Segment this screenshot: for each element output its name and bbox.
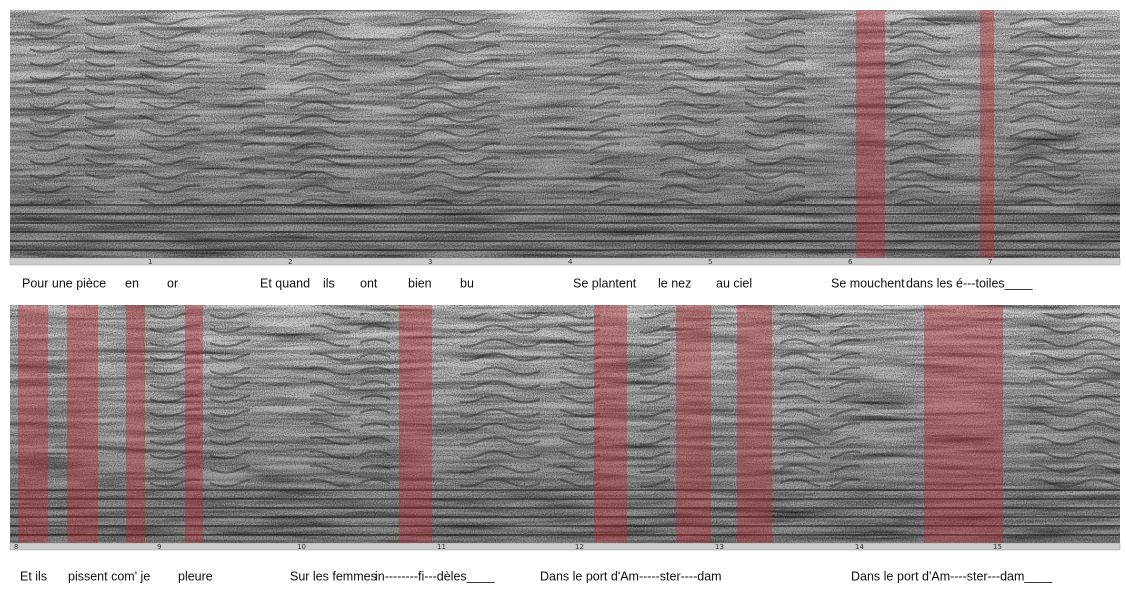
time-axis bbox=[9, 542, 1121, 551]
lyric: le nez bbox=[658, 276, 691, 290]
time-tick: 11 bbox=[437, 543, 446, 551]
harmonic-cluster bbox=[150, 313, 200, 492]
harmonic-cluster bbox=[290, 18, 350, 204]
highlight-band bbox=[594, 305, 627, 543]
time-tick: 4 bbox=[568, 258, 573, 266]
lyric: bu bbox=[460, 276, 474, 290]
lyric: Sur les femmes bbox=[290, 569, 377, 583]
harmonic-cluster bbox=[360, 313, 390, 492]
lyric: Se mouchent bbox=[831, 276, 905, 290]
harmonic-cluster bbox=[1030, 313, 1120, 492]
time-tick: 15 bbox=[993, 543, 1002, 551]
time-tick: 7 bbox=[988, 258, 992, 266]
lyric: Dans le port d'Am-----ster----dam bbox=[540, 569, 722, 583]
harmonic-cluster bbox=[660, 18, 720, 204]
harmonic-cluster bbox=[30, 18, 70, 204]
lyric: ont bbox=[360, 276, 378, 290]
time-tick: 10 bbox=[297, 543, 306, 551]
lyric: in--------fi---dèles____ bbox=[375, 569, 496, 583]
harmonic-cluster bbox=[400, 18, 460, 204]
highlight-band bbox=[980, 10, 994, 258]
harmonic-cluster bbox=[310, 313, 350, 492]
highlight-band bbox=[399, 305, 432, 543]
harmonic-cluster bbox=[460, 313, 540, 492]
lyric: port d'Am----ster---dam____ bbox=[897, 569, 1053, 583]
time-tick: 6 bbox=[848, 258, 853, 266]
harmonic-cluster bbox=[640, 313, 670, 492]
highlight-band bbox=[18, 305, 48, 543]
time-tick: 8 bbox=[14, 543, 18, 551]
lyric: dans les é---toiles____ bbox=[906, 276, 1034, 290]
time-tick: 13 bbox=[715, 543, 724, 551]
time-tick: 5 bbox=[708, 258, 712, 266]
highlight-band bbox=[856, 10, 885, 258]
harmonic-cluster bbox=[590, 18, 620, 204]
harmonic-cluster bbox=[1010, 18, 1080, 204]
harmonic-cluster bbox=[830, 313, 860, 492]
time-tick: 14 bbox=[855, 543, 864, 551]
spectrogram-panel: 8 9 10 11 12 13 14 15 Et ils pissent com' je pleur… bbox=[9, 305, 1121, 583]
lyric: en bbox=[125, 276, 139, 290]
time-tick: 2 bbox=[288, 258, 292, 266]
harmonic-cluster bbox=[560, 313, 600, 492]
time-axis bbox=[9, 257, 1121, 266]
harmonic-cluster bbox=[745, 18, 805, 204]
lyric: bien bbox=[408, 276, 432, 290]
harmonic-cluster bbox=[140, 18, 200, 204]
lyric: Pour une pièce bbox=[22, 276, 106, 290]
harmonic-cluster bbox=[890, 18, 950, 204]
lyric: ils bbox=[323, 276, 335, 290]
lyric: pleure bbox=[178, 569, 213, 583]
harmonic-cluster bbox=[240, 18, 265, 204]
highlight-band bbox=[67, 305, 98, 543]
lyric: Dans le bbox=[851, 569, 893, 583]
lyric: Et ils bbox=[20, 569, 47, 583]
highlight-band bbox=[185, 305, 203, 543]
highlight-band bbox=[676, 305, 711, 543]
harmonic-cluster bbox=[460, 18, 500, 204]
harmonic-cluster bbox=[780, 313, 820, 492]
lyric: Se plantent bbox=[573, 276, 637, 290]
lyric: au ciel bbox=[716, 276, 752, 290]
time-tick: 12 bbox=[575, 543, 584, 551]
time-tick: 3 bbox=[428, 258, 432, 266]
highlight-band bbox=[126, 305, 145, 543]
lyric: or bbox=[167, 276, 178, 290]
spectrogram-panel: 1 2 3 4 5 6 7 Pour une pièce en or Et quand ils ont b… bbox=[9, 10, 1121, 290]
highlight-band bbox=[924, 305, 1003, 543]
harmonic-cluster bbox=[210, 313, 250, 492]
time-tick: 1 bbox=[148, 258, 152, 266]
highlight-band bbox=[737, 305, 772, 543]
time-tick: 9 bbox=[157, 543, 161, 551]
harmonic-cluster bbox=[85, 18, 115, 204]
lyric: Et quand bbox=[260, 276, 310, 290]
lyric: pissent com' je bbox=[68, 569, 150, 583]
